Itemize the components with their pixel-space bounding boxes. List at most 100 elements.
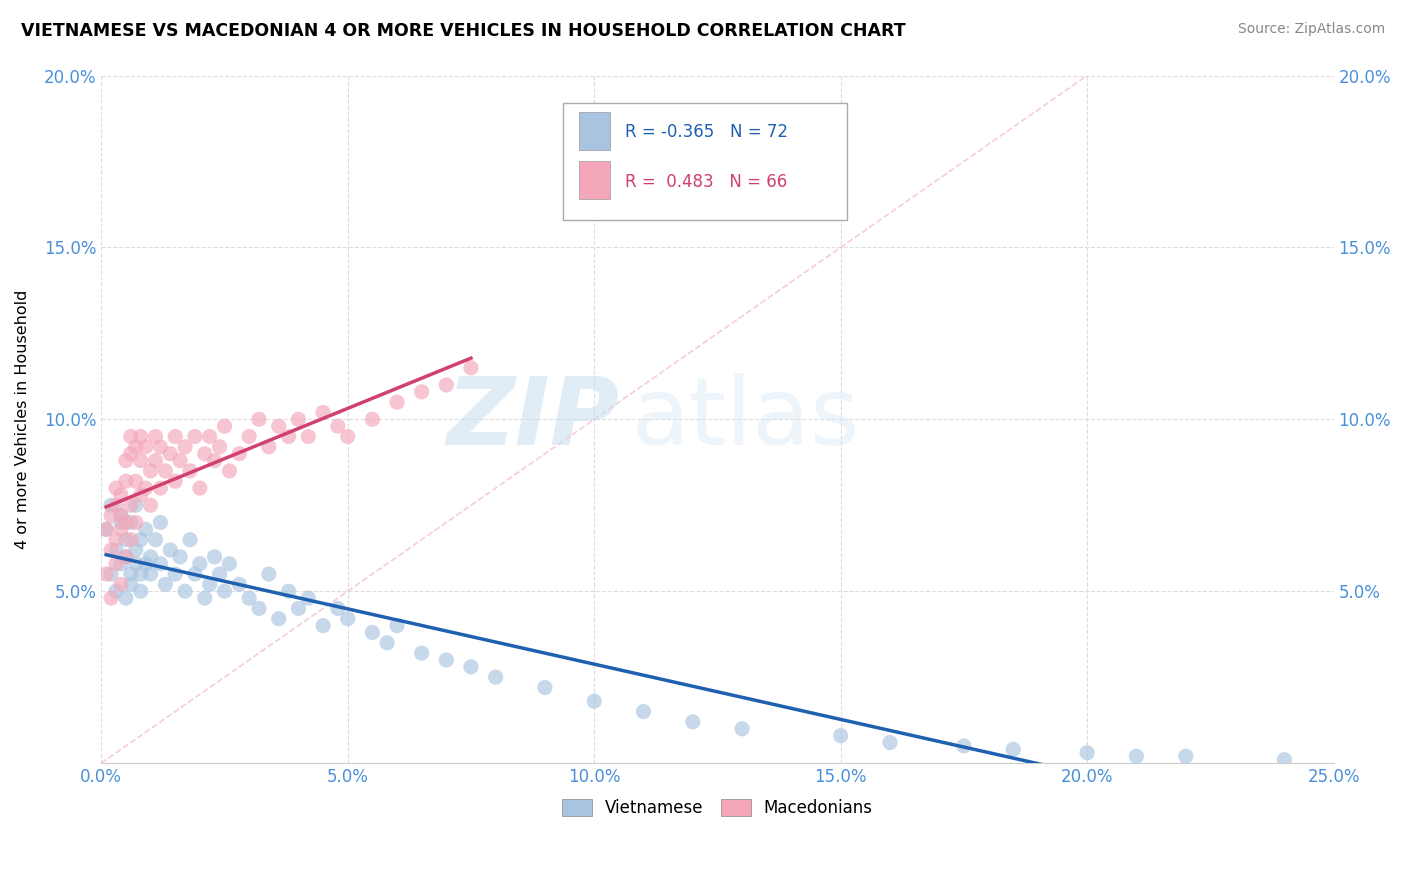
Point	[135, 522, 157, 536]
Point	[188, 481, 211, 495]
Point	[100, 508, 122, 523]
Point	[105, 557, 128, 571]
Point	[214, 419, 236, 434]
Point	[326, 601, 349, 615]
Point	[129, 453, 152, 467]
Point	[105, 498, 128, 512]
Point	[129, 533, 152, 547]
Point	[484, 670, 506, 684]
Point	[139, 498, 162, 512]
Point	[105, 584, 128, 599]
Point	[149, 440, 172, 454]
Point	[257, 440, 280, 454]
Point	[385, 618, 408, 632]
Point	[1125, 749, 1147, 764]
Point	[110, 508, 132, 523]
Text: Source: ZipAtlas.com: Source: ZipAtlas.com	[1237, 22, 1385, 37]
Point	[204, 549, 226, 564]
Point	[110, 522, 132, 536]
Point	[287, 412, 309, 426]
Point	[155, 577, 177, 591]
Point	[214, 584, 236, 599]
Point	[312, 405, 335, 419]
Point	[682, 714, 704, 729]
Point	[120, 533, 142, 547]
Point	[110, 508, 132, 523]
Point	[110, 557, 132, 571]
Point	[179, 533, 201, 547]
Point	[165, 567, 187, 582]
Point	[830, 729, 852, 743]
Point	[336, 612, 359, 626]
Point	[460, 660, 482, 674]
Point	[165, 429, 187, 443]
Point	[198, 577, 221, 591]
Point	[198, 429, 221, 443]
Point	[879, 735, 901, 749]
Point	[385, 395, 408, 409]
Point	[1174, 749, 1197, 764]
Point	[1076, 746, 1098, 760]
Point	[179, 464, 201, 478]
Point	[120, 429, 142, 443]
Point	[129, 567, 152, 582]
Point	[194, 591, 217, 606]
Point	[247, 412, 270, 426]
Point	[194, 447, 217, 461]
Y-axis label: 4 or more Vehicles in Household: 4 or more Vehicles in Household	[15, 290, 30, 549]
Point	[277, 584, 299, 599]
Point	[125, 557, 148, 571]
Point	[115, 533, 138, 547]
FancyBboxPatch shape	[564, 103, 846, 220]
Point	[218, 557, 240, 571]
Point	[139, 464, 162, 478]
Point	[953, 739, 976, 753]
Point	[105, 481, 128, 495]
Point	[145, 533, 167, 547]
Point	[120, 447, 142, 461]
Point	[149, 557, 172, 571]
Point	[135, 440, 157, 454]
Point	[159, 543, 181, 558]
Text: R = -0.365   N = 72: R = -0.365 N = 72	[626, 123, 787, 141]
Point	[120, 567, 142, 582]
Point	[129, 429, 152, 443]
Point	[361, 412, 384, 426]
Point	[375, 636, 398, 650]
Point	[169, 453, 191, 467]
Point	[100, 591, 122, 606]
Point	[100, 543, 122, 558]
Point	[110, 488, 132, 502]
Point	[155, 464, 177, 478]
Point	[115, 453, 138, 467]
Point	[110, 516, 132, 530]
Point	[184, 429, 207, 443]
Point	[534, 681, 557, 695]
Point	[336, 429, 359, 443]
Point	[115, 591, 138, 606]
Point	[125, 440, 148, 454]
Legend: Vietnamese, Macedonians: Vietnamese, Macedonians	[555, 792, 880, 823]
Point	[411, 384, 433, 399]
Text: atlas: atlas	[631, 374, 859, 466]
Point	[218, 464, 240, 478]
Point	[105, 543, 128, 558]
Point	[460, 360, 482, 375]
Point	[115, 474, 138, 488]
Point	[312, 618, 335, 632]
Point	[238, 429, 260, 443]
Point	[208, 567, 231, 582]
Point	[287, 601, 309, 615]
Point	[120, 577, 142, 591]
Point	[129, 488, 152, 502]
Point	[1272, 753, 1295, 767]
Point	[145, 453, 167, 467]
Point	[159, 447, 181, 461]
Point	[361, 625, 384, 640]
Point	[129, 584, 152, 599]
Point	[100, 498, 122, 512]
Point	[204, 453, 226, 467]
Point	[135, 557, 157, 571]
Point	[139, 549, 162, 564]
Point	[257, 567, 280, 582]
